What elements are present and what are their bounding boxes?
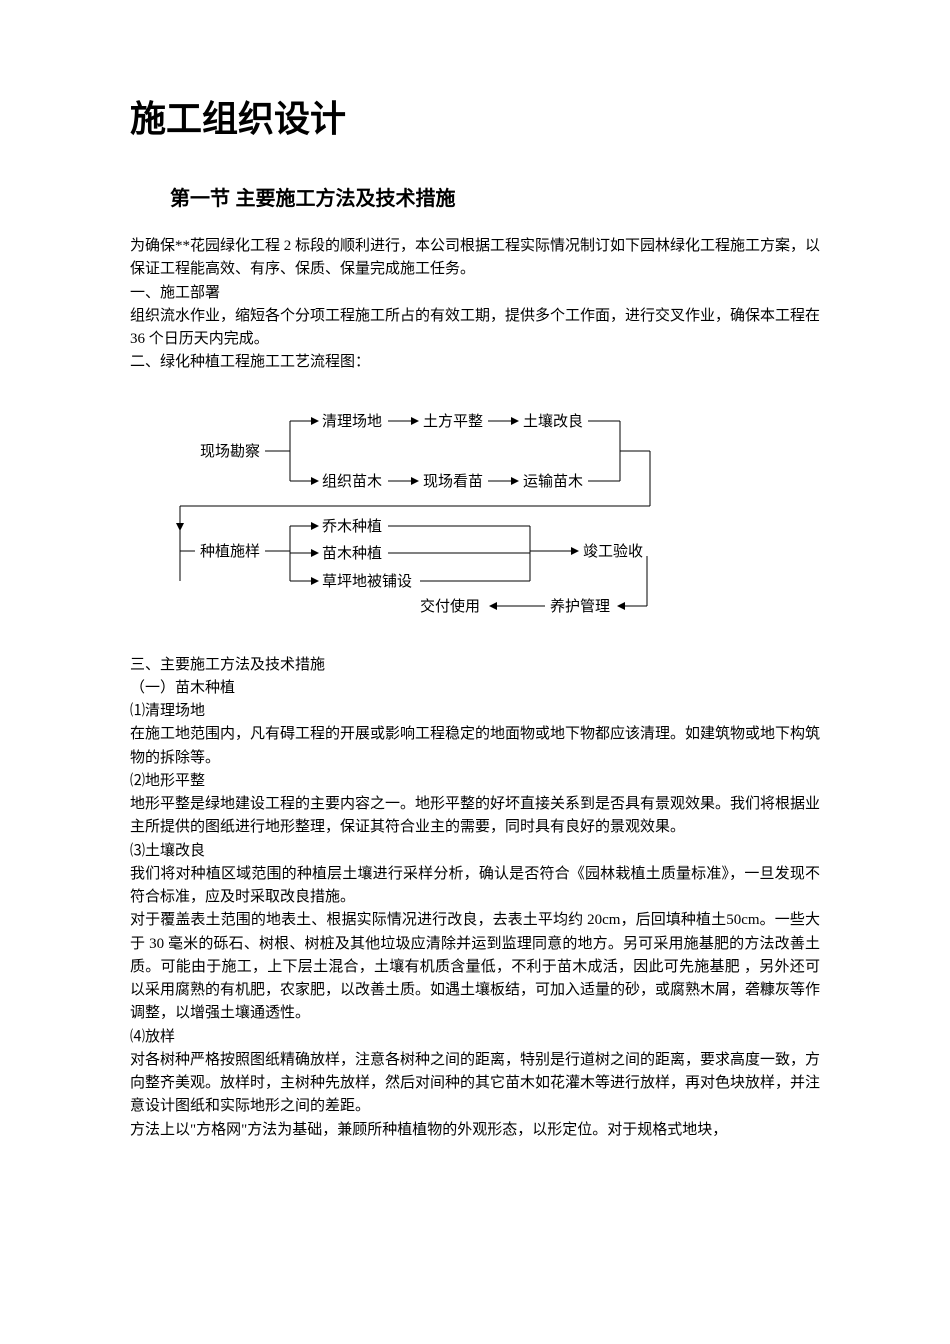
- heading-4: ⑷放样: [130, 1026, 820, 1049]
- node-clear: 清理场地: [322, 413, 382, 430]
- node-plant-stake: 种植施样: [200, 543, 260, 560]
- node-soil: 土壤改良: [523, 412, 583, 430]
- para-3a: 我们将对种植区域范围的种植层土壤进行采样分析，确认是否符合《园林栽植土质量标准》…: [130, 863, 820, 910]
- heading-3: ⑶土壤改良: [130, 840, 820, 863]
- node-seedling: 苗木种植: [322, 545, 382, 562]
- para-deploy: 组织流水作业，缩短各个分项工程施工所占的有效工期，提供多个工作面，进行交叉作业，…: [130, 305, 820, 352]
- heading-flow: 二、绿化种植工程施工工艺流程图：: [130, 351, 820, 374]
- node-lawn: 草坪地被铺设: [322, 573, 412, 590]
- para-intro: 为确保**花园绿化工程 2 标段的顺利进行，本公司根据工程实际情况制订如下园林绿…: [130, 235, 820, 282]
- node-maintain: 养护管理: [550, 598, 610, 615]
- node-deliver: 交付使用: [420, 597, 480, 615]
- para-3b: 对于覆盖表土范围的地表土、根据实际情况进行改良，去表土平均约 20cm，后回填种…: [130, 909, 820, 1025]
- node-accept: 竣工验收: [583, 543, 643, 560]
- heading-2: ⑵地形平整: [130, 770, 820, 793]
- heading-1: ⑴清理场地: [130, 700, 820, 723]
- para-4b: 方法上以"方格网"方法为基础，兼顾所种植植物的外观形态，以形定位。对于规格式地块…: [130, 1119, 820, 1142]
- doc-title: 施工组织设计: [130, 90, 820, 142]
- section-heading: 第一节 主要施工方法及技术措施: [170, 182, 820, 211]
- node-transport: 运输苗木: [523, 473, 583, 490]
- node-tree: 乔木种植: [322, 518, 382, 535]
- para-2: 地形平整是绿地建设工程的主要内容之一。地形平整的好坏直接关系到是否具有景观效果。…: [130, 793, 820, 840]
- node-inspect: 现场看苗: [423, 473, 483, 490]
- node-organize: 组织苗木: [322, 473, 382, 490]
- heading-a1: （一）苗木种植: [130, 677, 820, 700]
- node-survey: 现场勘察: [200, 442, 260, 460]
- heading-deploy: 一、施工部署: [130, 282, 820, 305]
- heading-methods: 三、主要施工方法及技术措施: [130, 654, 820, 677]
- flow-diagram: 现场勘察 清理场地 土方平整 土壤改良 组织苗木 现场看苗 运输苗木: [130, 401, 820, 636]
- para-1: 在施工地范围内，凡有碍工程的开展或影响工程稳定的地面物或地下物都应该清理。如建筑…: [130, 723, 820, 770]
- para-4a: 对各树种严格按照图纸精确放样，注意各树种之间的距离，特别是行道树之间的距离，要求…: [130, 1049, 820, 1119]
- node-level: 土方平整: [423, 413, 483, 430]
